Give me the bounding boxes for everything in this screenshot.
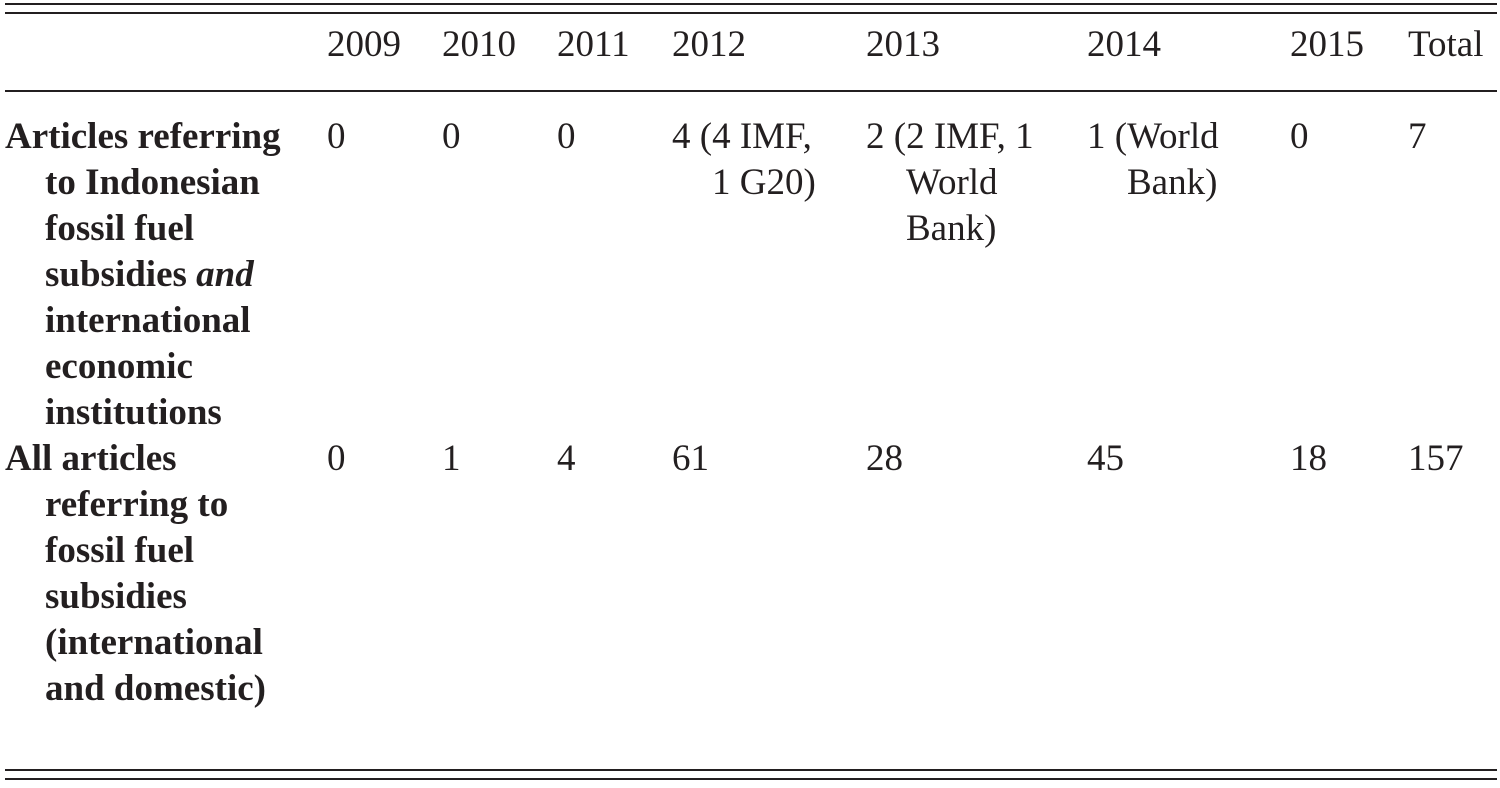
table-cell: 0 bbox=[1290, 116, 1309, 157]
column-header: 2011 bbox=[557, 22, 672, 92]
table-row: All articles referring to fossil fuel su… bbox=[5, 436, 1497, 712]
row-label-text: international economic institutions bbox=[45, 300, 251, 433]
table-cell: 61 bbox=[672, 438, 709, 479]
row-label-emphasis: and bbox=[196, 254, 254, 295]
header-row: 2009 2010 2011 2012 2013 2014 2015 Total bbox=[5, 22, 1497, 92]
column-header: 2012 bbox=[672, 22, 866, 92]
table-cell: 2 (2 IMF, 1 World Bank) bbox=[866, 116, 1034, 249]
column-header: 2014 bbox=[1087, 22, 1290, 92]
top-rule bbox=[5, 3, 1497, 5]
column-header: 2013 bbox=[866, 22, 1087, 92]
row-label: All articles referring to fossil fuel su… bbox=[5, 436, 327, 712]
top-rule bbox=[5, 12, 1497, 14]
table-cell: 0 bbox=[557, 116, 576, 157]
table-cell: 7 bbox=[1408, 116, 1427, 157]
table-cell: 45 bbox=[1087, 438, 1124, 479]
bottom-rule bbox=[5, 769, 1497, 771]
column-header: Total bbox=[1408, 22, 1497, 92]
row-label-text: All articles referring to fossil fuel su… bbox=[5, 438, 266, 709]
table-cell: 18 bbox=[1290, 438, 1327, 479]
table-cell: 4 bbox=[557, 438, 576, 479]
table-cell: 0 bbox=[327, 116, 346, 157]
column-header: 2015 bbox=[1290, 22, 1408, 92]
table-cell: 0 bbox=[442, 116, 461, 157]
row-label-text: Articles referring to Indonesian fossil … bbox=[5, 116, 281, 295]
row-label: Articles referring to Indonesian fossil … bbox=[5, 91, 327, 436]
table-cell: 28 bbox=[866, 438, 903, 479]
table-cell: 0 bbox=[327, 438, 346, 479]
data-table: 2009 2010 2011 2012 2013 2014 2015 Total Articl… bbox=[5, 22, 1497, 712]
table-row: Articles referring to Indonesian fossil … bbox=[5, 91, 1497, 436]
header-cell bbox=[5, 22, 327, 92]
column-header: 2010 bbox=[442, 22, 557, 92]
table-cell: 157 bbox=[1408, 438, 1464, 479]
column-header: 2009 bbox=[327, 22, 442, 92]
table-cell: 1 bbox=[442, 438, 461, 479]
bottom-rule bbox=[5, 778, 1497, 780]
table-cell: 4 (4 IMF, 1 G20) bbox=[672, 116, 816, 203]
table-body: Articles referring to Indonesian fossil … bbox=[5, 91, 1497, 712]
table-cell: 1 (World Bank) bbox=[1087, 116, 1219, 203]
